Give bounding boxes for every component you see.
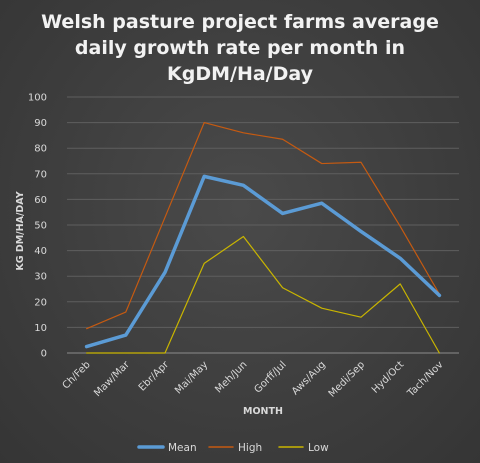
series-line-high: [85, 121, 440, 330]
y-tick-label: 30: [34, 272, 47, 283]
x-axis-title: MONTH: [243, 406, 283, 417]
y-tick-label: 90: [34, 118, 47, 129]
series-line-mean: [84, 174, 442, 349]
x-tick-label: Hyd/Oct: [370, 359, 406, 395]
x-tick-label: Ebr/Apr: [137, 359, 172, 394]
series-line-low: [85, 235, 440, 354]
x-tick-label: Tach/Nov: [405, 359, 446, 400]
x-axis-ticks: Ch/Feb Maw/Mar Ebr/Apr Mai/May Meh/Jun Gorff/…: [61, 359, 446, 400]
y-tick-label: 20: [34, 297, 47, 308]
x-tick-label: Gorff/Jul: [252, 359, 288, 395]
y-tick-label: 100: [28, 93, 47, 104]
chart-title: Welsh pasture project farms average daily…: [41, 11, 439, 85]
y-tick-label: 70: [34, 169, 47, 180]
y-axis-ticks: 0 10 20 30 40 50 60 70 80 90 100: [28, 93, 47, 360]
y-tick-label: 60: [34, 195, 47, 206]
legend: Mean High Low: [137, 442, 329, 454]
y-tick-label: 10: [34, 323, 47, 334]
x-tick-label: Ch/Feb: [61, 359, 93, 391]
y-tick-label: 80: [34, 144, 47, 155]
x-tick-label: Maw/Mar: [92, 359, 132, 399]
legend-item-mean: Mean: [137, 442, 197, 454]
legend-label: High: [238, 442, 262, 454]
legend-item-high: High: [208, 442, 262, 454]
x-tick-label: Aws/Aug: [290, 359, 328, 397]
y-tick-label: 0: [41, 349, 47, 360]
legend-label: Mean: [168, 442, 197, 454]
legend-item-low: Low: [278, 442, 329, 454]
gridlines: [67, 96, 459, 354]
series-lines: [84, 121, 442, 354]
x-tick-label: Mai/May: [173, 359, 210, 396]
x-tick-label: Medi/Sep: [327, 359, 367, 399]
chart-title-line: KgDM/Ha/Day: [167, 63, 314, 85]
y-tick-label: 50: [34, 221, 47, 232]
chart-title-line: daily growth rate per month in: [75, 37, 405, 59]
chart-title-line: Welsh pasture project farms average: [41, 11, 439, 33]
y-tick-label: 40: [34, 246, 47, 257]
legend-label: Low: [308, 442, 329, 454]
y-axis-title: KG DM/HA/DAY: [15, 191, 26, 270]
x-tick-label: Meh/Jun: [213, 359, 249, 395]
